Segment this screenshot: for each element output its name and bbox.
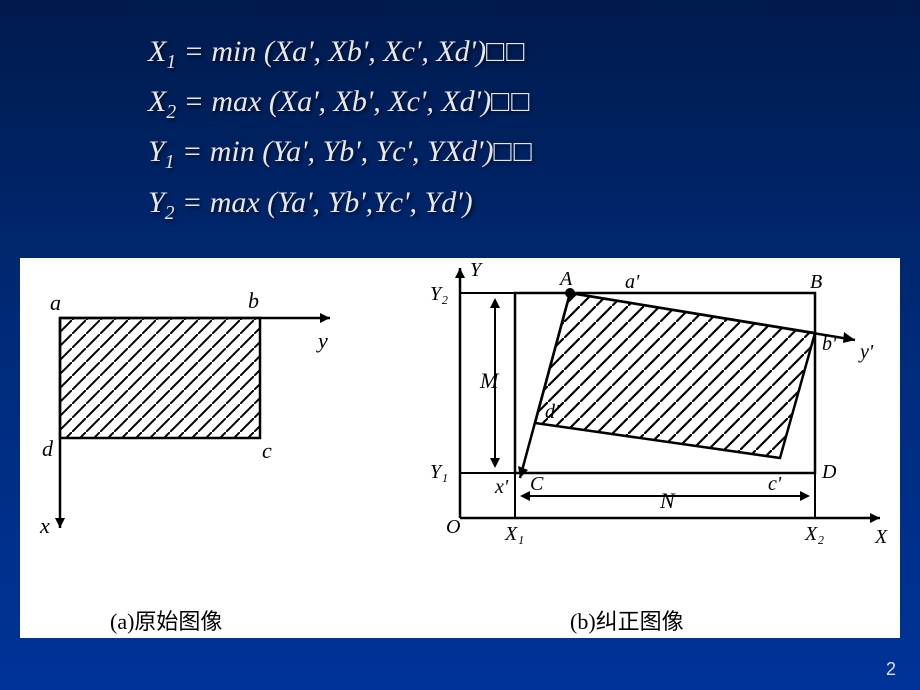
diagrams-panel: a b c d y x: [20, 258, 900, 638]
eq1-sub: 1: [166, 52, 176, 73]
eq3-fn: min: [210, 135, 255, 168]
equations-block: X1 = min (Xa', Xb', Xc', Xd')□□ X2 = max…: [148, 28, 534, 229]
caption-b: (b)纠正图像: [570, 604, 684, 636]
label-C: C: [530, 473, 544, 495]
label-c: c: [262, 438, 272, 463]
diagram-a: a b c d y x: [30, 278, 370, 578]
label-Y2: Y₂: [430, 283, 448, 305]
label-N: N: [659, 488, 676, 513]
eq4-sub: 2: [165, 203, 175, 224]
label-Y: Y: [470, 259, 483, 281]
caption-a: (a)原始图像: [110, 604, 222, 636]
label-cp: c': [768, 473, 782, 495]
label-O: O: [446, 516, 460, 538]
eq2-var: X: [148, 85, 166, 118]
label-X2: X₂: [804, 523, 824, 545]
label-D: D: [821, 461, 837, 483]
eq3-var: Y: [148, 135, 165, 168]
label-bp: b': [822, 333, 837, 355]
label-a: a: [50, 290, 61, 315]
label-b: b: [248, 288, 259, 313]
label-xp: x': [494, 476, 509, 498]
eq3-sub: 1: [165, 152, 175, 173]
label-ap: a': [625, 271, 640, 293]
eq2-sub: 2: [166, 102, 176, 123]
eq2-suffix: □□: [491, 85, 531, 118]
label-x: x: [39, 513, 50, 538]
label-A: A: [558, 268, 573, 290]
eq4-fn: max: [210, 186, 260, 219]
page-number: 2: [886, 659, 896, 680]
eq2-args: (Xa', Xb', Xc', Xd'): [269, 85, 491, 118]
eq1-args: (Xa', Xb', Xc', Xd'): [264, 35, 486, 68]
equation-3: Y1 = min (Ya', Yb', Yc', YXd')□□: [148, 128, 534, 178]
label-M: M: [479, 368, 500, 393]
eq1-suffix: □□: [486, 35, 526, 68]
equation-1: X1 = min (Xa', Xb', Xc', Xd')□□: [148, 28, 534, 78]
diagram-b: Y X O Y₂ Y₁ X₁ X₂ A B C D a' b' c' d' y'…: [420, 258, 910, 578]
eq4-var: Y: [148, 186, 165, 219]
eq1-var: X: [148, 35, 166, 68]
label-Y1: Y₁: [430, 461, 448, 483]
equation-2: X2 = max (Xa', Xb', Xc', Xd')□□: [148, 78, 534, 128]
label-yp: y': [858, 341, 874, 363]
eq3-suffix: □□: [493, 135, 533, 168]
label-B: B: [810, 271, 822, 293]
label-y: y: [316, 328, 328, 353]
label-X: X: [874, 526, 888, 548]
eq4-args: (Ya', Yb',Yc', Yd'): [267, 186, 472, 219]
eq1-fn: min: [211, 35, 256, 68]
eq2-fn: max: [211, 85, 261, 118]
label-d: d: [42, 436, 54, 461]
label-X1: X₁: [504, 523, 524, 545]
equation-4: Y2 = max (Ya', Yb',Yc', Yd'): [148, 179, 534, 229]
label-dp: d': [545, 401, 560, 423]
eq3-args: (Ya', Yb', Yc', YXd'): [262, 135, 493, 168]
